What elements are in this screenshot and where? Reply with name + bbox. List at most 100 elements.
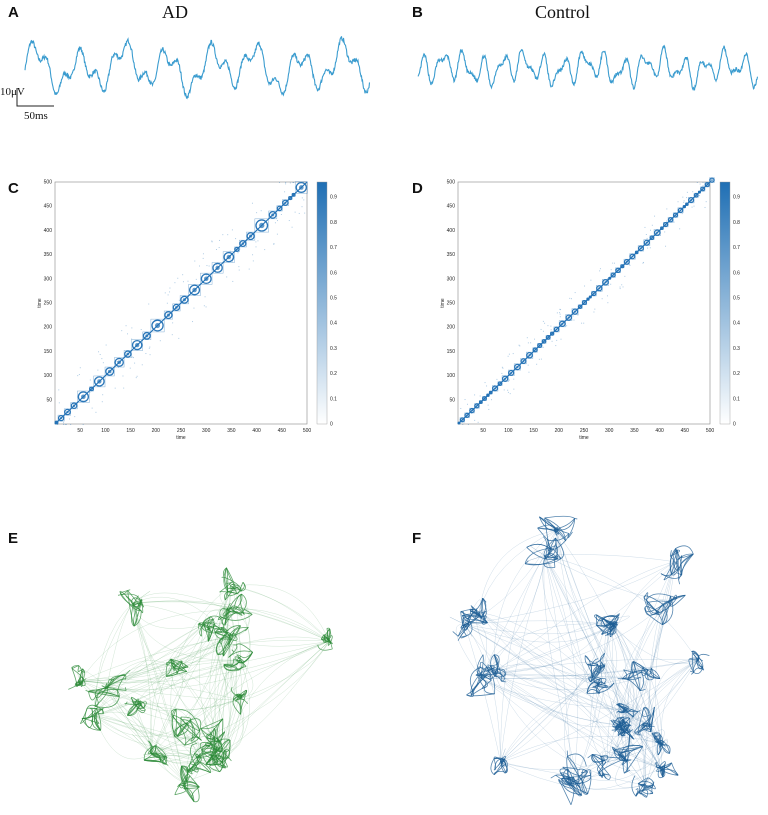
matrix-dot xyxy=(279,182,280,183)
matrix-dot xyxy=(148,304,149,305)
network-edge xyxy=(107,604,132,687)
matrix-dot xyxy=(471,413,472,414)
matrix-dot xyxy=(692,191,693,192)
matrix-dot xyxy=(179,300,180,301)
matrix-dot xyxy=(290,182,291,183)
network-edge xyxy=(491,759,494,775)
matrix-dot xyxy=(165,292,166,293)
matrix-dot xyxy=(252,254,253,255)
x-tick-label: 400 xyxy=(655,428,664,434)
matrix-dot xyxy=(206,306,207,307)
matrix-dot xyxy=(607,302,608,303)
matrix-dot xyxy=(491,399,492,400)
matrix-dot xyxy=(102,394,103,395)
matrix-dot xyxy=(702,182,703,183)
matrix-dot xyxy=(683,202,684,203)
network-edge xyxy=(600,562,675,666)
x-tick-label: 500 xyxy=(706,428,715,434)
network-edge xyxy=(81,637,230,683)
matrix-dot xyxy=(508,392,509,393)
matrix-dot xyxy=(462,424,463,425)
matrix-dot xyxy=(273,244,274,245)
network-edge xyxy=(89,709,93,728)
network-edge xyxy=(545,516,575,518)
matrix-dot xyxy=(602,298,603,299)
matrix-dot xyxy=(594,309,595,310)
network-edge xyxy=(632,776,636,797)
matrix-dot xyxy=(650,247,651,248)
network-edge xyxy=(229,758,231,761)
matrix-dot xyxy=(560,314,561,315)
matrix-dot xyxy=(551,329,552,330)
matrix-dot xyxy=(239,248,240,249)
matrix-dot xyxy=(63,422,64,423)
control-title: Control xyxy=(535,2,590,23)
network-edge xyxy=(608,759,661,768)
network-edge xyxy=(495,759,505,770)
panel-letter-a: A xyxy=(8,4,19,21)
matrix-dot xyxy=(90,379,91,380)
network-edge xyxy=(692,672,694,674)
matrix-dot xyxy=(666,221,667,222)
colorbar-tick-label: 0 xyxy=(733,422,736,428)
panel-letter-c: C xyxy=(8,180,19,197)
matrix-dot xyxy=(206,265,207,266)
matrix-dot xyxy=(277,234,278,235)
matrix-dot xyxy=(183,281,184,282)
matrix-dot xyxy=(133,357,134,358)
network-edge xyxy=(577,621,607,776)
matrix-dot xyxy=(101,358,102,359)
matrix-dot xyxy=(141,329,142,330)
matrix-dot xyxy=(682,209,683,210)
matrix-dot xyxy=(168,294,169,295)
matrix-dot xyxy=(566,325,567,326)
matrix-dot xyxy=(172,334,173,335)
matrix-dot xyxy=(230,251,231,252)
matrix-dot xyxy=(275,222,276,223)
matrix-dot xyxy=(642,263,643,264)
matrix-dot xyxy=(467,404,468,405)
matrix-dot xyxy=(130,368,131,369)
matrix-dot xyxy=(617,272,618,273)
matrix-dot xyxy=(226,276,227,277)
matrix-dot xyxy=(533,348,534,349)
matrix-dot xyxy=(569,298,570,299)
matrix-dot xyxy=(199,266,200,267)
matrix-dot xyxy=(77,375,78,376)
panel-letter-f: F xyxy=(412,530,421,547)
panel-letter-b: B xyxy=(412,4,423,21)
matrix-dot xyxy=(292,227,293,228)
matrix-dot xyxy=(98,351,99,352)
matrix-dot xyxy=(486,385,487,386)
x-tick-label: 100 xyxy=(504,428,513,434)
matrix-dot xyxy=(123,388,124,389)
matrix-dot xyxy=(644,227,645,228)
matrix-dot xyxy=(256,246,257,247)
matrix-dot xyxy=(232,281,233,282)
network-edge xyxy=(481,660,697,678)
matrix-dot xyxy=(488,405,489,406)
matrix-dot xyxy=(136,377,137,378)
matrix-dot xyxy=(646,234,647,235)
matrix-dot xyxy=(192,321,193,322)
matrix-dot xyxy=(80,367,81,368)
x-tick-label: 200 xyxy=(555,428,564,434)
matrix-dot xyxy=(70,424,71,425)
matrix-dot xyxy=(293,182,294,183)
matrix-dot xyxy=(509,380,510,381)
matrix-dot xyxy=(483,400,484,401)
matrix-dot xyxy=(581,323,582,324)
matrix-dot xyxy=(239,270,240,271)
y-tick-label: 300 xyxy=(447,276,456,282)
matrix-dot xyxy=(541,329,542,330)
colorbar-tick-label: 0.1 xyxy=(733,396,740,402)
network-edge xyxy=(644,707,651,714)
matrix-dot xyxy=(536,364,537,365)
matrix-dot xyxy=(118,362,119,363)
matrix-dot xyxy=(694,206,695,207)
matrix-dot xyxy=(539,359,540,360)
matrix-dot xyxy=(194,261,195,262)
network-edge xyxy=(648,660,697,725)
matrix-dot xyxy=(203,253,204,254)
eeg-line xyxy=(418,46,758,91)
